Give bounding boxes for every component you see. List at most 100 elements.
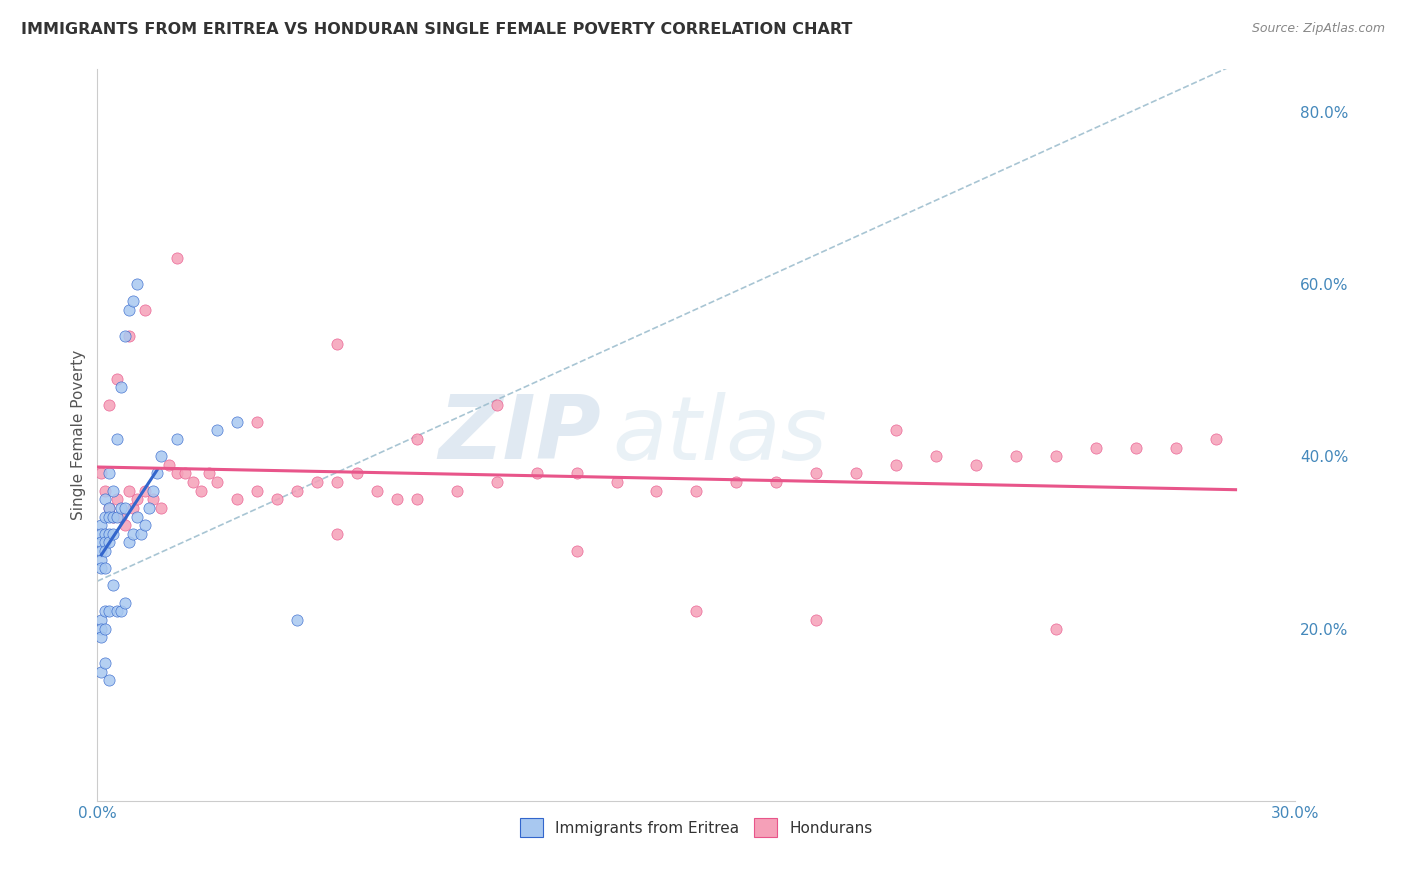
Point — [90, 535, 112, 549]
Point — [105, 509, 128, 524]
Point — [326, 475, 349, 489]
Point — [114, 328, 136, 343]
Point — [122, 294, 145, 309]
Point — [98, 509, 121, 524]
Point — [174, 467, 197, 481]
Point — [98, 500, 121, 515]
Point — [485, 475, 508, 489]
Point — [806, 467, 828, 481]
Point — [114, 518, 136, 533]
Point — [246, 483, 269, 498]
Point — [346, 467, 368, 481]
Point — [90, 467, 112, 481]
Point — [98, 535, 121, 549]
Point — [305, 475, 328, 489]
Point — [90, 613, 112, 627]
Point — [127, 492, 149, 507]
Point — [110, 500, 132, 515]
Point — [105, 432, 128, 446]
Point — [142, 492, 165, 507]
Point — [1125, 441, 1147, 455]
Point — [806, 613, 828, 627]
Point — [94, 544, 117, 558]
Point — [103, 509, 125, 524]
Point — [226, 415, 249, 429]
Point — [98, 604, 121, 618]
Point — [90, 544, 112, 558]
Point — [565, 467, 588, 481]
Point — [103, 578, 125, 592]
Point — [110, 604, 132, 618]
Point — [122, 500, 145, 515]
Point — [127, 509, 149, 524]
Point — [122, 526, 145, 541]
Point — [90, 552, 112, 566]
Point — [485, 398, 508, 412]
Point — [90, 630, 112, 644]
Point — [285, 613, 308, 627]
Point — [205, 475, 228, 489]
Point — [134, 302, 156, 317]
Point — [925, 449, 948, 463]
Text: IMMIGRANTS FROM ERITREA VS HONDURAN SINGLE FEMALE POVERTY CORRELATION CHART: IMMIGRANTS FROM ERITREA VS HONDURAN SING… — [21, 22, 852, 37]
Text: ZIP: ZIP — [437, 392, 600, 478]
Point — [965, 458, 987, 472]
Point — [110, 509, 132, 524]
Point — [326, 337, 349, 351]
Point — [98, 398, 121, 412]
Point — [198, 467, 221, 481]
Point — [134, 518, 156, 533]
Point — [326, 526, 349, 541]
Point — [94, 535, 117, 549]
Point — [94, 492, 117, 507]
Point — [127, 277, 149, 291]
Point — [190, 483, 212, 498]
Point — [118, 483, 141, 498]
Point — [114, 596, 136, 610]
Point — [90, 518, 112, 533]
Point — [1005, 449, 1028, 463]
Point — [118, 535, 141, 549]
Point — [405, 492, 427, 507]
Point — [90, 665, 112, 679]
Point — [103, 483, 125, 498]
Point — [1084, 441, 1107, 455]
Point — [118, 328, 141, 343]
Point — [884, 458, 907, 472]
Point — [685, 483, 707, 498]
Point — [266, 492, 288, 507]
Point — [226, 492, 249, 507]
Point — [166, 467, 188, 481]
Point — [725, 475, 748, 489]
Point — [205, 424, 228, 438]
Point — [98, 673, 121, 688]
Point — [645, 483, 668, 498]
Point — [90, 622, 112, 636]
Y-axis label: Single Female Poverty: Single Female Poverty — [72, 350, 86, 520]
Point — [94, 561, 117, 575]
Point — [166, 432, 188, 446]
Point — [94, 604, 117, 618]
Point — [142, 483, 165, 498]
Point — [685, 604, 707, 618]
Point — [246, 415, 269, 429]
Point — [98, 500, 121, 515]
Point — [845, 467, 868, 481]
Point — [94, 509, 117, 524]
Point — [526, 467, 548, 481]
Point — [105, 604, 128, 618]
Point — [1045, 449, 1067, 463]
Point — [385, 492, 408, 507]
Point — [94, 526, 117, 541]
Legend: Immigrants from Eritrea, Hondurans: Immigrants from Eritrea, Hondurans — [512, 811, 880, 845]
Point — [181, 475, 204, 489]
Point — [94, 483, 117, 498]
Point — [94, 622, 117, 636]
Text: Source: ZipAtlas.com: Source: ZipAtlas.com — [1251, 22, 1385, 36]
Point — [114, 500, 136, 515]
Point — [110, 380, 132, 394]
Point — [90, 526, 112, 541]
Point — [134, 483, 156, 498]
Point — [129, 526, 152, 541]
Point — [285, 483, 308, 498]
